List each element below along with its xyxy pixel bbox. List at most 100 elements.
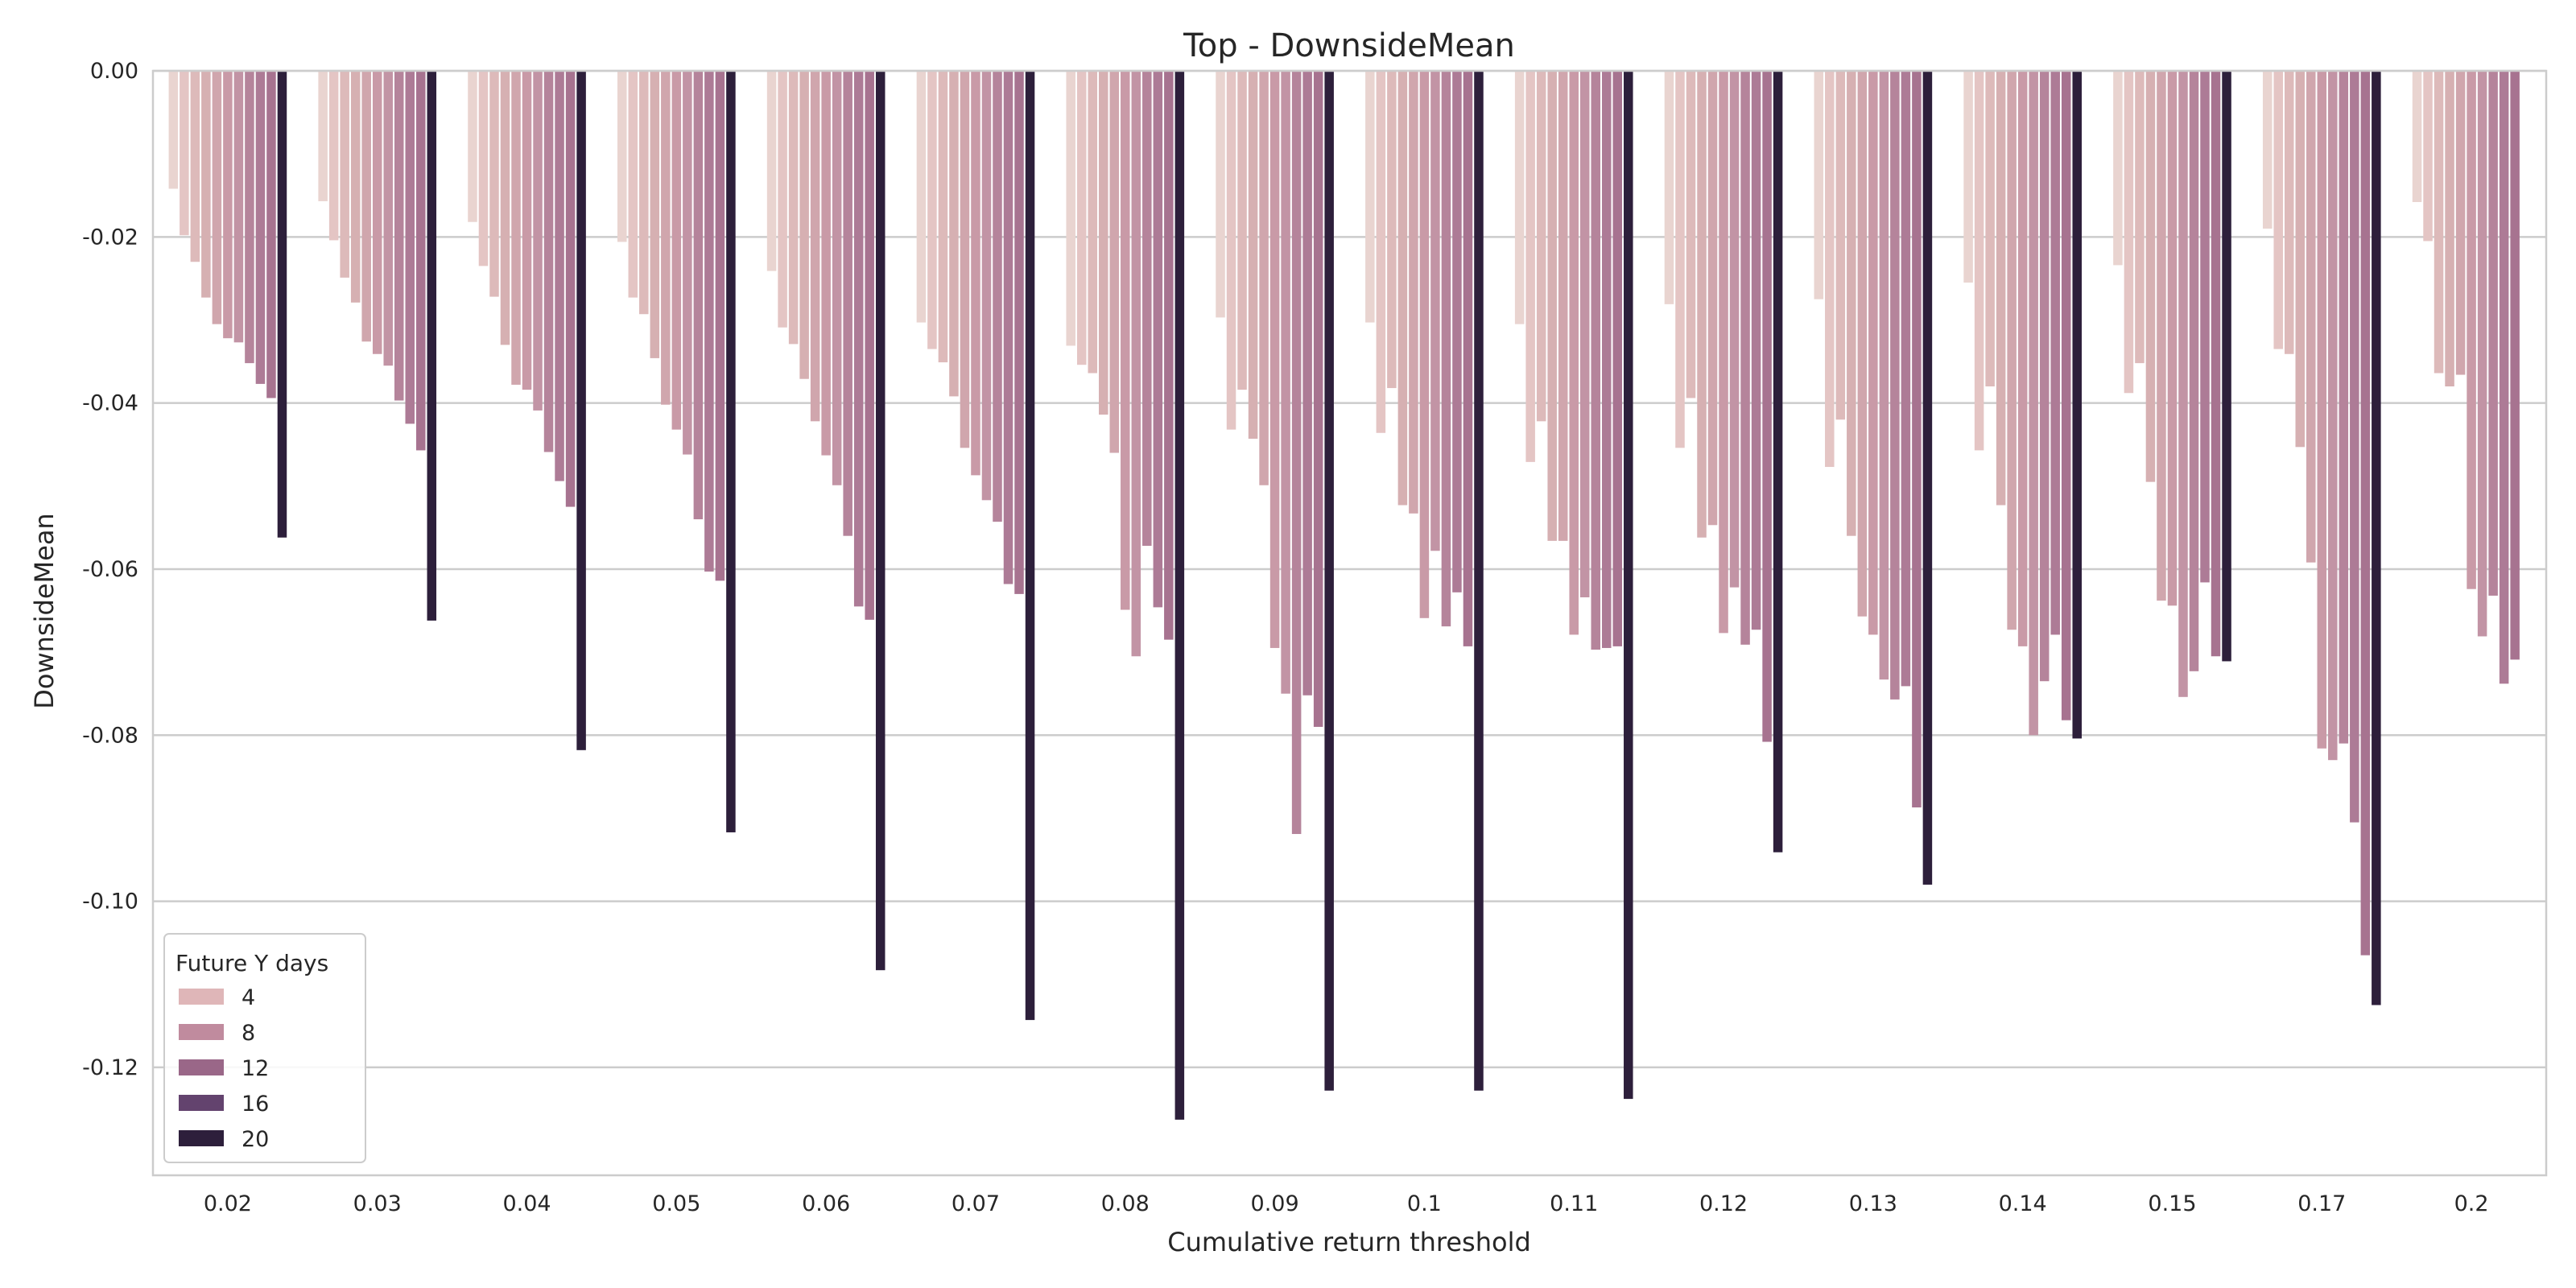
- legend-label: 20: [242, 1127, 269, 1152]
- bar: [2262, 71, 2273, 229]
- x-axis-label: Cumulative return threshold: [1167, 1227, 1531, 1257]
- bar: [1269, 71, 1280, 648]
- bar: [2499, 71, 2509, 684]
- x-tick-label: 0.1: [1407, 1191, 1442, 1216]
- bar: [1868, 71, 1878, 635]
- bar: [1365, 71, 1375, 323]
- bar: [212, 71, 222, 324]
- bar: [190, 71, 200, 262]
- y-tick-label: 0.00: [90, 59, 138, 84]
- bar: [1397, 71, 1408, 506]
- bar: [2124, 71, 2134, 394]
- bar: [543, 71, 554, 452]
- bar: [1740, 71, 1750, 645]
- bar: [565, 71, 576, 507]
- bar: [383, 71, 393, 366]
- bar: [328, 71, 339, 241]
- legend-swatch: [179, 1059, 224, 1075]
- x-tick-label: 0.08: [1101, 1191, 1150, 1216]
- x-tick-label: 0.06: [802, 1191, 850, 1216]
- x-tick-label: 0.07: [952, 1191, 1000, 1216]
- bar: [2029, 71, 2038, 736]
- y-tick-label: -0.08: [82, 723, 138, 748]
- x-tick-label: 0.03: [353, 1191, 402, 1216]
- x-tick-label: 0.2: [2454, 1191, 2489, 1216]
- bar: [1835, 71, 1846, 420]
- bar: [2412, 71, 2422, 202]
- bar: [2113, 71, 2123, 266]
- bar: [1922, 71, 1933, 885]
- bar: [960, 71, 970, 448]
- bar: [832, 71, 842, 485]
- x-tick-label: 0.09: [1251, 1191, 1299, 1216]
- bar: [1088, 71, 1097, 374]
- bar: [1547, 71, 1557, 541]
- bar: [394, 71, 404, 401]
- bar: [2434, 71, 2444, 374]
- bar: [1174, 71, 1185, 1120]
- bar: [1514, 71, 1525, 324]
- bar: [799, 71, 809, 379]
- bar: [1121, 71, 1130, 610]
- bar: [277, 71, 287, 538]
- bar: [416, 71, 426, 451]
- bar: [1409, 71, 1418, 514]
- bar: [2284, 71, 2294, 354]
- bar: [245, 71, 254, 364]
- bar: [1857, 71, 1868, 617]
- bar: [1452, 71, 1462, 592]
- bar: [1142, 71, 1152, 547]
- bar: [1773, 71, 1783, 852]
- axes-frame: [151, 69, 2548, 1177]
- bar: [427, 71, 437, 621]
- legend-title: Future Y days: [175, 950, 328, 976]
- bar: [1430, 71, 1440, 551]
- bar: [1974, 71, 1984, 451]
- bar: [1302, 71, 1312, 696]
- bar: [180, 71, 189, 236]
- bar: [1963, 71, 1973, 283]
- bar: [1259, 71, 1269, 485]
- bar: [726, 71, 736, 832]
- bar: [2350, 71, 2359, 823]
- bar: [2510, 71, 2520, 660]
- legend-label: 4: [242, 985, 255, 1010]
- bar: [1901, 71, 1911, 687]
- bar: [1591, 71, 1601, 650]
- x-tick-label: 0.14: [1999, 1191, 2047, 1216]
- y-tick-label: -0.04: [82, 391, 138, 416]
- chart-title: Top - DownsideMean: [1183, 27, 1515, 64]
- bar: [2306, 71, 2316, 563]
- legend-label: 16: [242, 1092, 269, 1117]
- bars: [168, 71, 2520, 1120]
- bar: [2317, 71, 2327, 749]
- x-tick-label: 0.12: [1699, 1191, 1748, 1216]
- bar: [1313, 71, 1323, 727]
- bar: [1624, 71, 1633, 1100]
- x-tick-label: 0.02: [204, 1191, 252, 1216]
- bar: [1014, 71, 1024, 594]
- bar: [318, 71, 328, 201]
- bar: [2007, 71, 2017, 630]
- bar: [1912, 71, 1922, 808]
- x-tick-labels: 0.02 0.03 0.04 0.05 0.06 0.07 0.08 0.09 0.1 0.11 0…: [204, 1191, 2489, 1216]
- bar: [938, 71, 948, 363]
- bar: [1076, 71, 1087, 365]
- bar: [2178, 71, 2188, 697]
- bar: [1664, 71, 1674, 304]
- bar: [1131, 71, 1141, 657]
- bar: [350, 71, 361, 303]
- bar: [2061, 71, 2071, 720]
- bar: [971, 71, 980, 476]
- bar: [1751, 71, 1761, 630]
- bar: [2167, 71, 2178, 606]
- bar: [1686, 71, 1696, 398]
- legend: Future Y days 4 8 12 16 20: [163, 933, 366, 1163]
- bar: [1164, 71, 1174, 640]
- bar: [372, 71, 382, 354]
- bar: [2039, 71, 2050, 682]
- legend-label: 12: [242, 1056, 269, 1081]
- legend-swatch: [179, 989, 224, 1005]
- x-tick-label: 0.05: [652, 1191, 700, 1216]
- bar: [361, 71, 371, 342]
